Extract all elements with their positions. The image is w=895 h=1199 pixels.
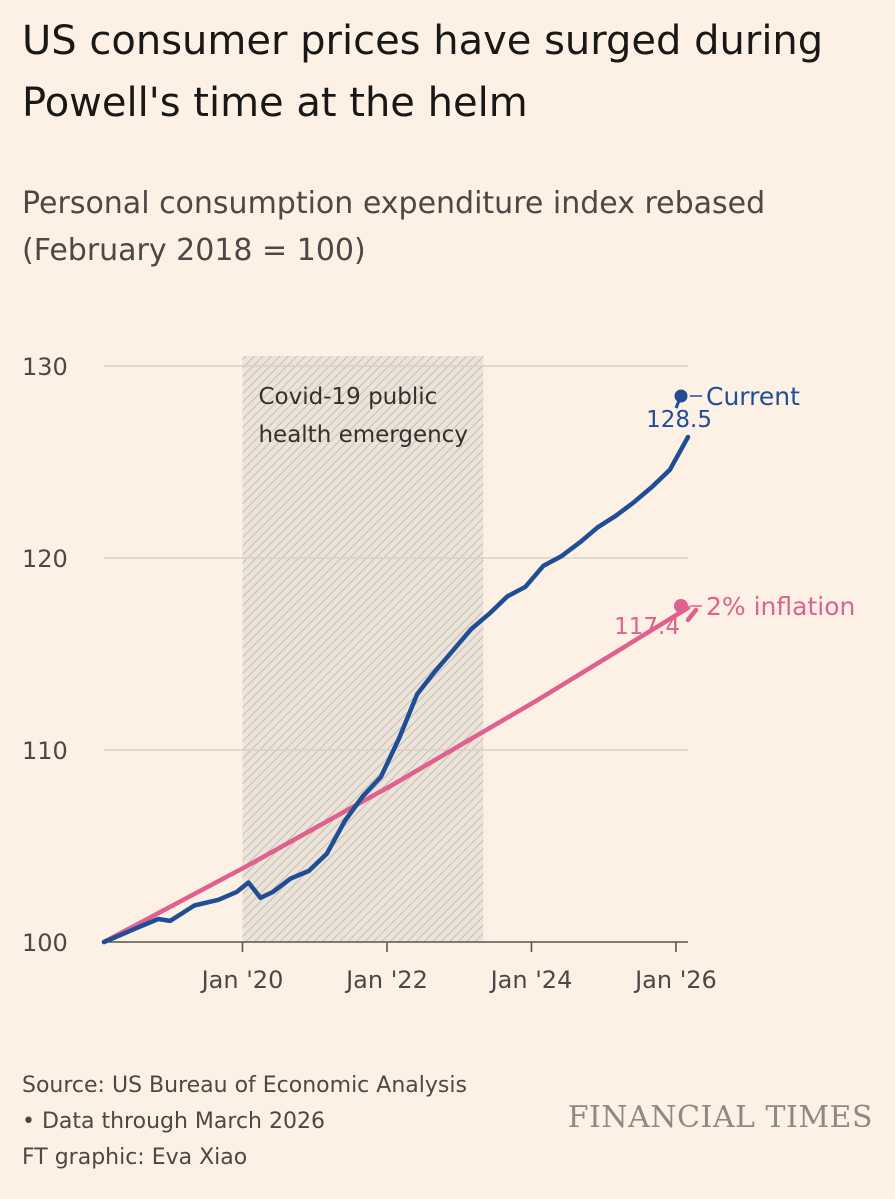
shaded-region-label: Covid-19 public [258,384,437,410]
current-end-value: 128.5 [646,407,712,433]
x-tick-label: Jan '26 [633,966,717,994]
source-note: Source: US Bureau of Economic Analysis [22,1073,467,1098]
inflation-line-tail [685,607,699,623]
y-tick-label: 120 [22,545,68,573]
graphic-credit: FT graphic: Eva Xiao [22,1145,248,1170]
inflation-legend-dot [674,599,688,613]
current-legend-pointer [674,395,683,409]
inflation-end-value: 117.4 [614,614,680,640]
series-inflation-line [101,605,691,945]
chart-subtitle: Personal consumption expenditure index r… [22,186,766,268]
series-current-line [101,434,691,945]
inflation-legend-label: 2% inflation [706,592,855,621]
current-legend-label: Current [706,382,800,411]
chart-footer: Source: US Bureau of Economic Analysis •… [22,1068,467,1176]
brand-logo: FINANCIAL TIMES [567,1100,873,1135]
data-note: • Data through March 2026 [22,1109,325,1134]
y-tick-label: 100 [22,929,68,957]
y-tick-label: 110 [22,737,68,765]
x-tick-label: Jan '24 [489,966,573,994]
x-tick-label: Jan '22 [344,966,428,994]
chart-title: US consumer prices have surged during Po… [22,18,824,126]
x-tick-label: Jan '20 [200,966,284,994]
line-chart: Covid-19 public health emergency 100 110 12… [22,353,855,994]
y-tick-label: 130 [22,353,68,381]
shaded-region-label: health emergency [258,422,467,448]
